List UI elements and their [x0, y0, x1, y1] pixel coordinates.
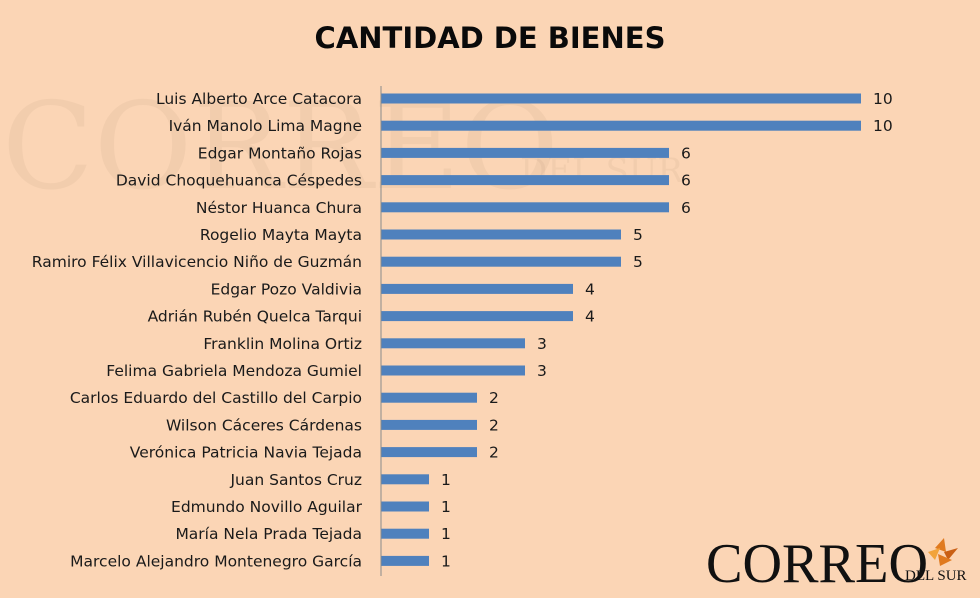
leaf-icon: [928, 538, 958, 566]
category-label: David Choquehuanca Céspedes: [116, 172, 362, 190]
bar: [381, 365, 525, 376]
bar: [381, 175, 669, 186]
data-label: 3: [537, 335, 547, 353]
plot-area: Luis Alberto Arce Catacora 10 Iván Manolo …: [32, 90, 893, 570]
data-label: 2: [489, 416, 499, 434]
data-label: 4: [585, 280, 595, 298]
brand-logo-text: CORREO: [706, 533, 928, 595]
category-label: Franklin Molina Ortiz: [203, 335, 362, 353]
bar: [381, 202, 669, 213]
chart-title: CANTIDAD DE BIENES: [315, 21, 666, 55]
category-label: Luis Alberto Arce Catacora: [156, 90, 362, 108]
bar: [381, 528, 429, 539]
bar: [381, 419, 477, 430]
bar: [381, 229, 621, 240]
category-label: Wilson Cáceres Cárdenas: [166, 416, 362, 434]
data-label: 3: [537, 362, 547, 380]
bar: [381, 474, 429, 485]
bar: [381, 147, 669, 158]
category-label: María Nela Prada Tejada: [175, 525, 362, 543]
data-label: 2: [489, 389, 499, 407]
data-label: 6: [681, 199, 691, 217]
category-label: Ramiro Félix Villavicencio Niño de Guzmá…: [32, 253, 362, 271]
category-label: Carlos Eduardo del Castillo del Carpio: [70, 389, 362, 407]
bar: [381, 392, 477, 403]
bar: [381, 447, 477, 458]
category-label: Edmundo Novillo Aguilar: [171, 498, 363, 516]
bar: [381, 501, 429, 512]
bar: [381, 120, 861, 131]
category-label: Iván Manolo Lima Magne: [169, 117, 362, 135]
category-label: Juan Santos Cruz: [229, 471, 362, 489]
category-label: Felima Gabriela Mendoza Gumiel: [106, 362, 362, 380]
category-label: Adrián Rubén Quelca Tarqui: [148, 308, 362, 326]
data-label: 1: [441, 498, 451, 516]
data-label: 10: [873, 117, 893, 135]
bar: [381, 311, 573, 322]
category-label: Edgar Montaño Rojas: [198, 144, 362, 162]
brand-logo: CORREO DEL SUR: [706, 533, 967, 595]
category-label: Marcelo Alejandro Montenegro García: [70, 552, 362, 570]
brand-logo-subtext: DEL SUR: [905, 568, 967, 584]
bar: [381, 283, 573, 294]
data-label: 4: [585, 308, 595, 326]
data-label: 1: [441, 552, 451, 570]
category-label: Edgar Pozo Valdivia: [211, 280, 362, 298]
bar: [381, 256, 621, 267]
data-label: 1: [441, 471, 451, 489]
bar: [381, 93, 861, 104]
bar: [381, 338, 525, 349]
data-label: 6: [681, 144, 691, 162]
data-label: 5: [633, 226, 643, 244]
data-label: 10: [873, 90, 893, 108]
data-label: 6: [681, 172, 691, 190]
data-label: 2: [489, 444, 499, 462]
data-label: 1: [441, 525, 451, 543]
category-label: Rogelio Mayta Mayta: [200, 226, 362, 244]
bar: [381, 555, 429, 566]
category-label: Verónica Patricia Navia Tejada: [130, 444, 362, 462]
category-label: Néstor Huanca Chura: [196, 199, 362, 217]
data-label: 5: [633, 253, 643, 271]
